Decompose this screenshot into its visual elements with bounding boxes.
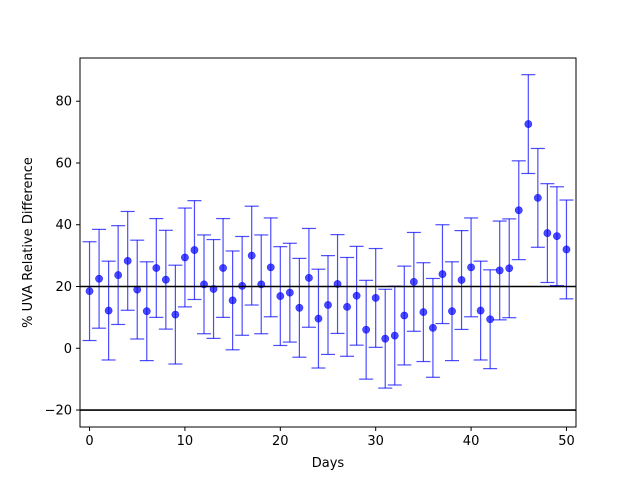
y-axis-label: % UVA Relative Difference: [21, 157, 36, 328]
data-point: [352, 291, 361, 300]
data-point: [285, 288, 294, 297]
data-point: [219, 264, 227, 272]
data-point: [381, 334, 390, 343]
data-point: [505, 264, 514, 273]
data-point: [104, 306, 113, 315]
data-point: [562, 245, 571, 254]
data-layer: [80, 74, 576, 411]
axes-layer: 0 10 20 30 40 50 −20 0 20 40 60 80: [45, 95, 575, 449]
data-point: [161, 275, 170, 284]
data-point: [228, 296, 237, 305]
data-point: [95, 274, 103, 283]
data-point: [400, 311, 409, 320]
x-tick-label: 0: [85, 434, 93, 449]
data-point: [266, 263, 275, 272]
x-tick-label: 10: [177, 434, 194, 449]
data-point: [190, 246, 199, 254]
y-tick-label: 60: [55, 156, 72, 171]
data-point: [85, 287, 94, 296]
data-point: [276, 292, 285, 300]
data-point: [533, 193, 542, 202]
y-tick-label: −20: [45, 404, 72, 419]
data-point: [486, 315, 495, 324]
x-tick-label: 40: [463, 434, 480, 449]
data-point: [142, 307, 151, 316]
x-tick-label: 50: [558, 434, 575, 449]
data-point: [514, 206, 523, 215]
data-point: [390, 331, 399, 340]
y-tick-label: 40: [55, 218, 72, 233]
data-point: [438, 270, 447, 279]
y-tick-label: 80: [55, 95, 72, 110]
data-point: [152, 264, 161, 272]
data-point: [467, 263, 475, 272]
data-point: [495, 266, 504, 275]
data-point: [295, 303, 304, 312]
data-point: [324, 301, 332, 309]
data-point: [419, 308, 428, 317]
plot-frame: [79, 57, 577, 428]
data-point: [476, 306, 485, 315]
data-point: [114, 271, 123, 279]
data-point: [181, 253, 189, 262]
data-point: [409, 277, 418, 286]
data-point: [524, 120, 533, 128]
y-tick-label: 0: [64, 342, 72, 357]
data-point: [371, 294, 380, 302]
data-point: [314, 314, 323, 323]
data-point: [343, 302, 351, 311]
data-point: [543, 229, 552, 237]
data-point: [553, 232, 561, 241]
data-point: [171, 310, 180, 319]
data-point: [305, 273, 313, 282]
x-axis-label: Days: [312, 456, 345, 471]
x-tick-label: 20: [272, 434, 289, 449]
x-tick-label: 30: [367, 434, 384, 449]
data-point: [247, 251, 256, 260]
data-point: [362, 325, 371, 334]
data-point: [123, 256, 132, 265]
y-tick-label: 20: [55, 280, 72, 295]
data-point: [457, 276, 466, 284]
data-point: [448, 307, 456, 316]
data-point: [429, 323, 437, 332]
